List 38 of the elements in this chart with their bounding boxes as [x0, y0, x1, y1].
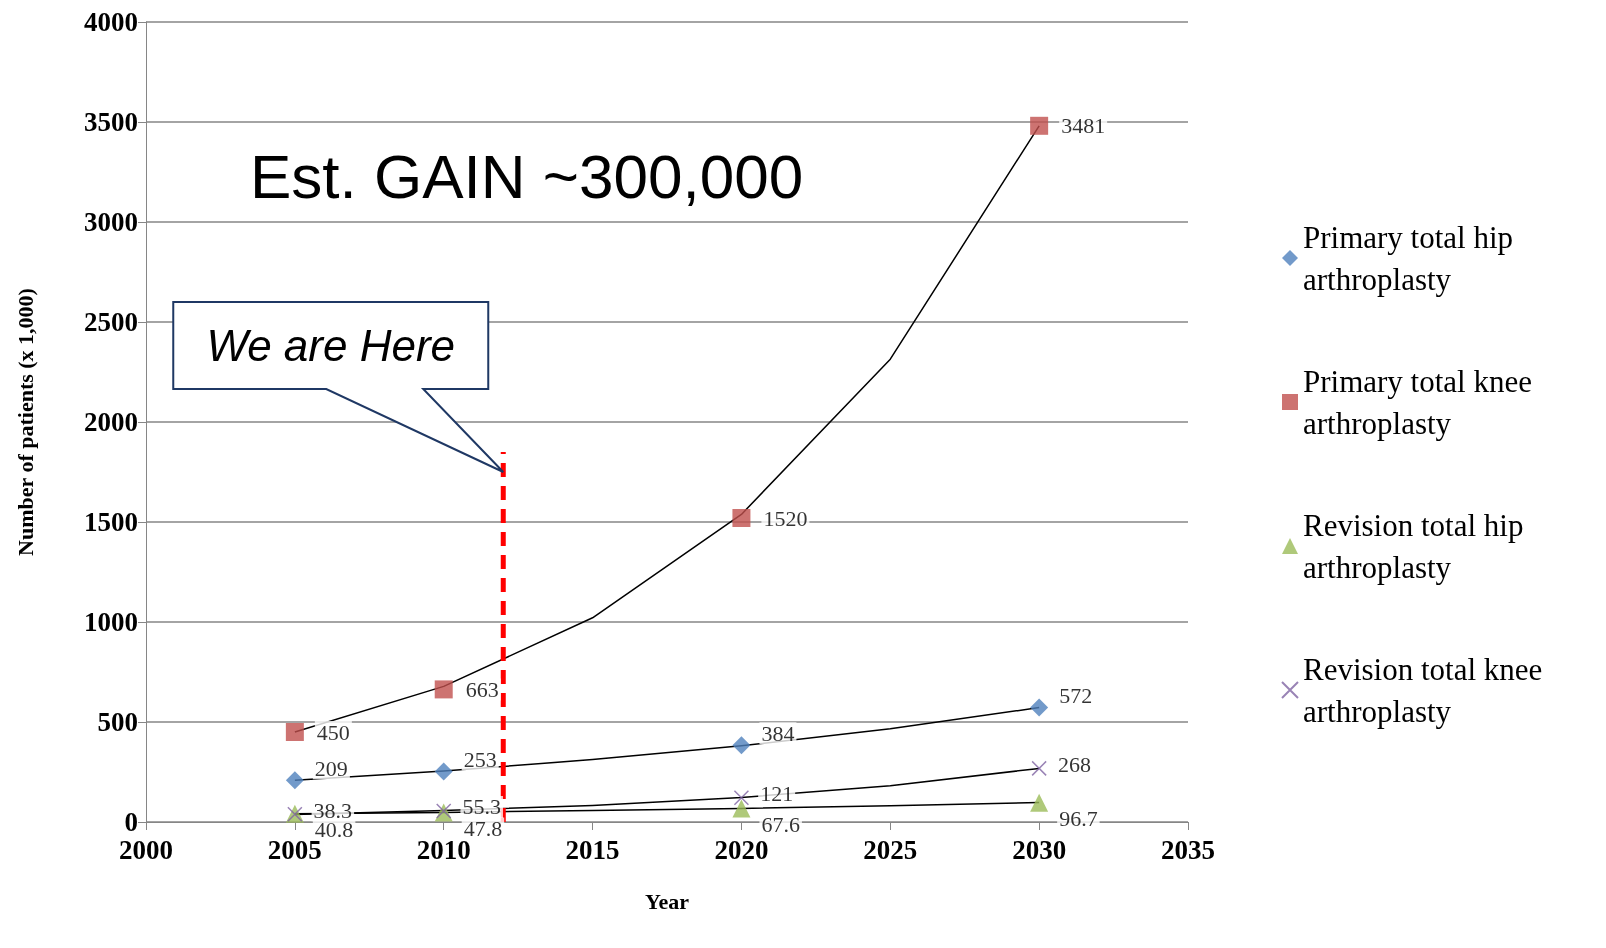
- data-label: 450: [316, 719, 350, 745]
- y-tick-label: 2000: [84, 407, 138, 437]
- data-label: 55.3: [462, 794, 501, 820]
- y-tick-label: 0: [124, 807, 138, 837]
- y-tick-label: 3500: [84, 107, 138, 137]
- legend-label: Revision total hip arthroplasty: [1303, 507, 1532, 585]
- data-label: 47.8: [463, 815, 503, 841]
- annotation: Est. GAIN ~300,000: [250, 141, 804, 211]
- x-tick-label: 2035: [1161, 834, 1215, 865]
- data-label: 572: [1059, 683, 1093, 709]
- x-tick-label: 2000: [119, 834, 173, 865]
- y-tick-label: 4000: [84, 7, 138, 37]
- y-tick-label: 2500: [84, 307, 138, 337]
- data-label: 268: [1057, 751, 1091, 777]
- data-label: 67.6: [761, 811, 800, 837]
- x-tick-label: 2020: [714, 834, 769, 865]
- y-tick-label: 500: [97, 707, 138, 737]
- legend-label: Primary total knee arthroplasty: [1303, 363, 1540, 441]
- data-label: 209: [314, 755, 348, 781]
- data-label: 1520: [763, 505, 808, 531]
- y-tick-label: 1000: [84, 607, 138, 637]
- x-axis-title: Year: [645, 888, 690, 914]
- data-label: 96.7: [1059, 806, 1098, 832]
- legend-label: Primary total hip arthroplasty: [1303, 219, 1521, 297]
- y-tick-label: 1500: [84, 507, 138, 537]
- legend-label: Revision total knee arthroplasty: [1303, 651, 1551, 729]
- data-label: 253: [463, 746, 497, 772]
- data-label: 38.3: [313, 797, 353, 823]
- x-tick-label: 2025: [863, 834, 918, 865]
- x-tick-label: 2030: [1012, 834, 1067, 865]
- y-tick-label: 3000: [84, 207, 138, 237]
- data-label: 663: [465, 676, 499, 702]
- data-label: 121: [760, 781, 794, 807]
- annotation: We are Here: [206, 321, 456, 370]
- data-label: 384: [761, 720, 795, 746]
- y-axis-title: Number of patients (x 1,000): [12, 288, 38, 556]
- x-tick-label: 2015: [565, 834, 620, 865]
- data-label: 3481: [1061, 113, 1106, 139]
